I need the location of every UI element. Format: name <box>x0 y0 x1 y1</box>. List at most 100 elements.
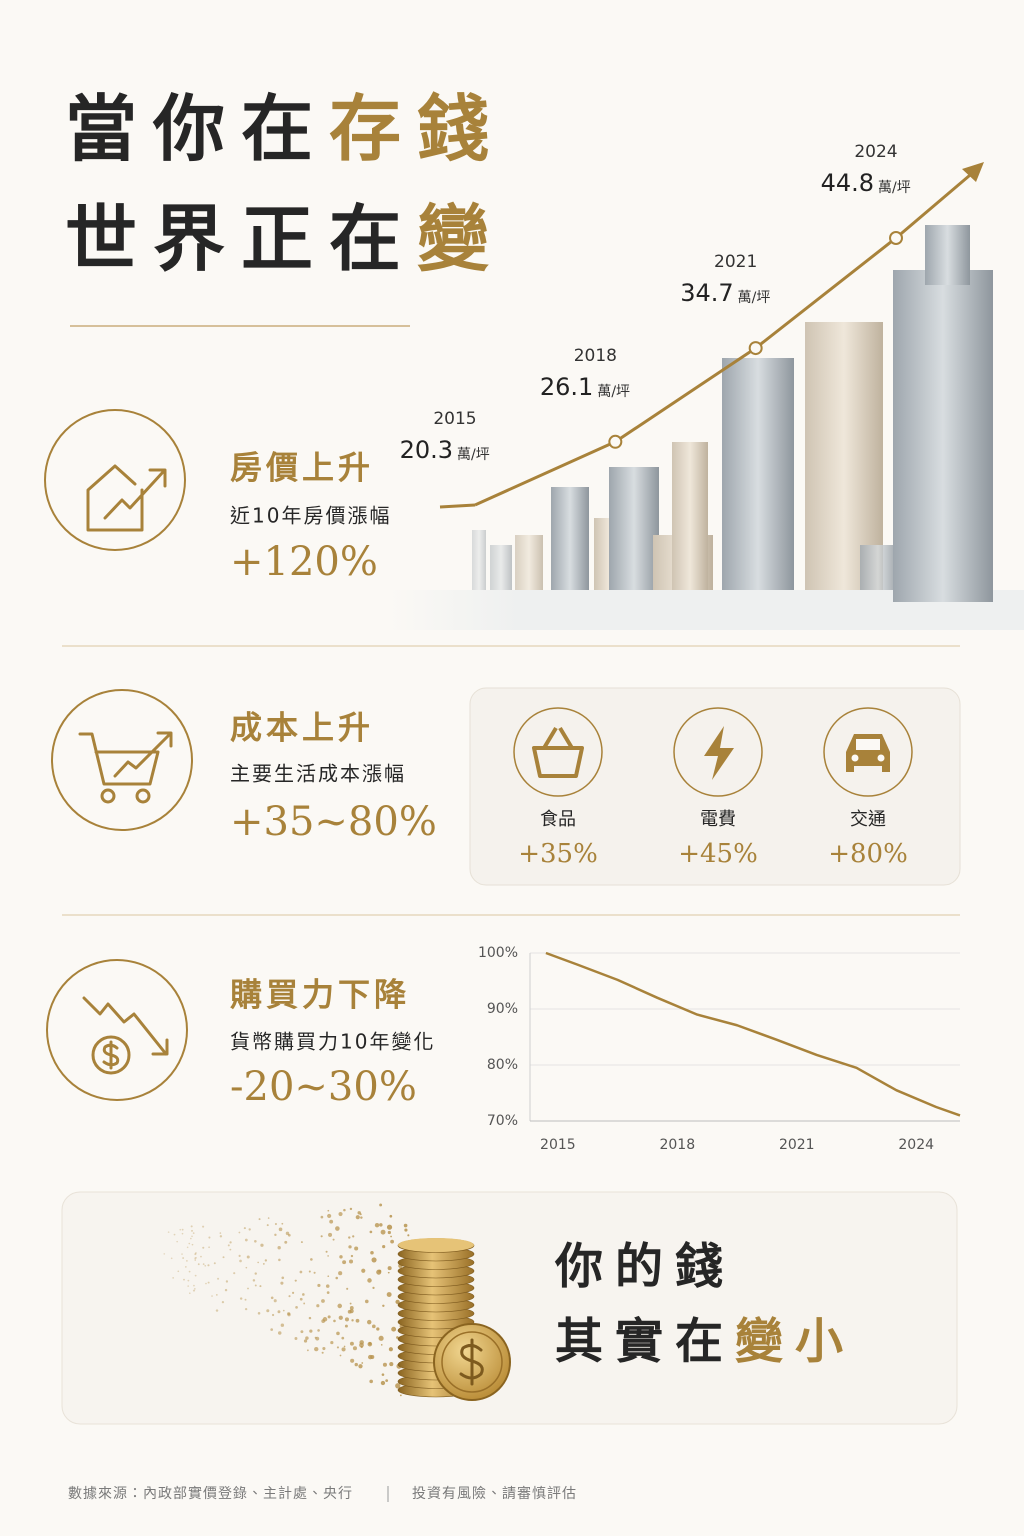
dust <box>370 1250 374 1255</box>
dust <box>337 1303 343 1309</box>
dust <box>305 1336 309 1340</box>
dust <box>285 1231 290 1236</box>
dust <box>244 1298 247 1301</box>
dust <box>359 1340 364 1345</box>
dust <box>273 1299 277 1303</box>
point-unit: 萬/坪 <box>878 180 911 196</box>
dust <box>254 1284 257 1287</box>
dust <box>271 1313 275 1317</box>
dust <box>361 1268 366 1273</box>
dust <box>202 1225 205 1228</box>
dust <box>351 1319 354 1322</box>
section-title: 成本上升 <box>230 709 374 747</box>
cost-figure: +45% <box>678 839 758 869</box>
dust <box>205 1282 207 1285</box>
dust <box>325 1284 330 1288</box>
dollar-icon <box>102 1040 120 1070</box>
dust <box>386 1292 392 1297</box>
dust <box>170 1257 173 1260</box>
point-value: 34.7 <box>680 279 733 307</box>
icon-ring <box>513 707 603 797</box>
dust <box>322 1317 328 1322</box>
dust <box>260 1243 264 1247</box>
dust <box>224 1288 228 1292</box>
dust <box>194 1259 197 1261</box>
dust <box>188 1270 191 1273</box>
trend-icon <box>113 731 173 778</box>
dust <box>314 1346 319 1352</box>
dust <box>221 1301 225 1304</box>
dust <box>195 1252 197 1254</box>
point-value: 20.3 <box>400 436 453 464</box>
dust <box>208 1246 210 1249</box>
dust <box>380 1344 383 1346</box>
icon-ring <box>673 707 763 797</box>
dust <box>327 1213 332 1219</box>
dust <box>215 1309 219 1312</box>
dust <box>380 1380 386 1386</box>
footer-note: 投資有風險、請審慎評估 <box>412 1485 577 1502</box>
dust <box>379 1203 383 1207</box>
dust <box>291 1291 295 1294</box>
point-unit: 萬/坪 <box>457 447 490 463</box>
dust <box>176 1240 178 1243</box>
building <box>551 487 589 590</box>
dust <box>371 1324 376 1329</box>
dust <box>187 1279 190 1282</box>
dust <box>376 1269 382 1275</box>
dust <box>338 1211 343 1217</box>
dust <box>282 1309 285 1312</box>
dust <box>352 1346 358 1351</box>
dust <box>245 1266 248 1269</box>
dust <box>354 1362 358 1367</box>
dust <box>248 1228 251 1231</box>
icon-ring <box>823 707 913 797</box>
dust <box>327 1275 330 1278</box>
title-highlight: 存錢 <box>329 86 505 171</box>
section-figure: -20~30% <box>230 1064 417 1110</box>
dust <box>391 1326 397 1332</box>
dust <box>177 1270 180 1273</box>
dust <box>287 1312 291 1317</box>
dust <box>403 1223 408 1228</box>
dust <box>347 1309 352 1314</box>
point-year: 2015 <box>433 409 476 429</box>
dust <box>357 1211 361 1215</box>
dust <box>349 1259 354 1264</box>
section-title: 購買力下降 <box>230 976 410 1014</box>
bolt-icon <box>704 726 734 780</box>
cart-icon <box>78 732 160 786</box>
dust <box>395 1299 400 1305</box>
dust <box>195 1257 197 1259</box>
dust <box>252 1279 256 1282</box>
dust <box>202 1246 205 1249</box>
dust <box>194 1257 196 1260</box>
dust <box>303 1302 306 1305</box>
dust <box>341 1347 346 1352</box>
dust <box>350 1254 354 1258</box>
dust <box>333 1319 336 1323</box>
dust <box>342 1260 347 1265</box>
dust <box>188 1242 191 1245</box>
dust <box>308 1270 311 1273</box>
dust <box>244 1307 248 1311</box>
car-light <box>851 754 859 762</box>
dust <box>338 1315 343 1320</box>
dust <box>207 1264 210 1267</box>
section-subtitle: 貨幣購買力10年變化 <box>230 1030 435 1054</box>
dust <box>257 1261 259 1264</box>
dust <box>322 1346 326 1351</box>
dust <box>239 1297 243 1300</box>
dust <box>219 1235 223 1238</box>
dust <box>194 1274 197 1277</box>
dust <box>277 1246 281 1250</box>
dust <box>300 1330 304 1334</box>
x-tick-label: 2018 <box>659 1137 695 1153</box>
dust <box>213 1262 216 1265</box>
dust <box>316 1304 320 1308</box>
dust <box>247 1287 249 1290</box>
dust <box>233 1272 236 1275</box>
dust <box>360 1216 363 1219</box>
dust <box>358 1364 363 1369</box>
